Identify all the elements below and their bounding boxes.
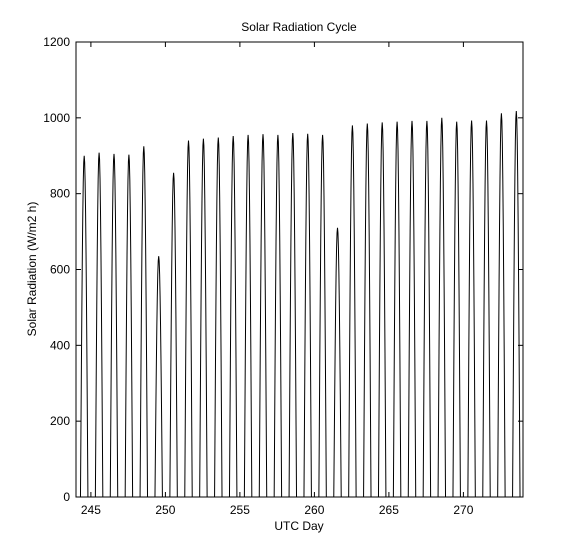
y-tick-label: 600 — [50, 263, 70, 277]
plot-area: 245 250 255 260 265 270 0 200 400 600 800 1000 1200 — [43, 35, 524, 517]
y-tick-label: 200 — [50, 414, 70, 428]
x-tick-label: 270 — [453, 503, 473, 517]
y-axis-label: Solar Radiation (W/m2 h) — [25, 202, 39, 337]
y-tick-label: 400 — [50, 338, 70, 352]
x-tick-label: 255 — [230, 503, 250, 517]
y-tick-label: 1200 — [43, 35, 70, 49]
y-tick-label: 800 — [50, 187, 70, 201]
x-tick-label: 260 — [304, 503, 324, 517]
x-axis-ticks: 245 250 255 260 265 270 — [81, 42, 474, 517]
x-tick-label: 250 — [155, 503, 175, 517]
x-tick-label: 265 — [379, 503, 399, 517]
y-tick-label: 0 — [63, 490, 70, 504]
y-tick-label: 1000 — [43, 111, 70, 125]
y-axis-ticks: 0 200 400 600 800 1000 1200 — [43, 35, 523, 504]
chart-title: Solar Radiation Cycle — [241, 20, 357, 34]
x-axis-label: UTC Day — [274, 519, 323, 533]
x-tick-label: 245 — [81, 503, 101, 517]
